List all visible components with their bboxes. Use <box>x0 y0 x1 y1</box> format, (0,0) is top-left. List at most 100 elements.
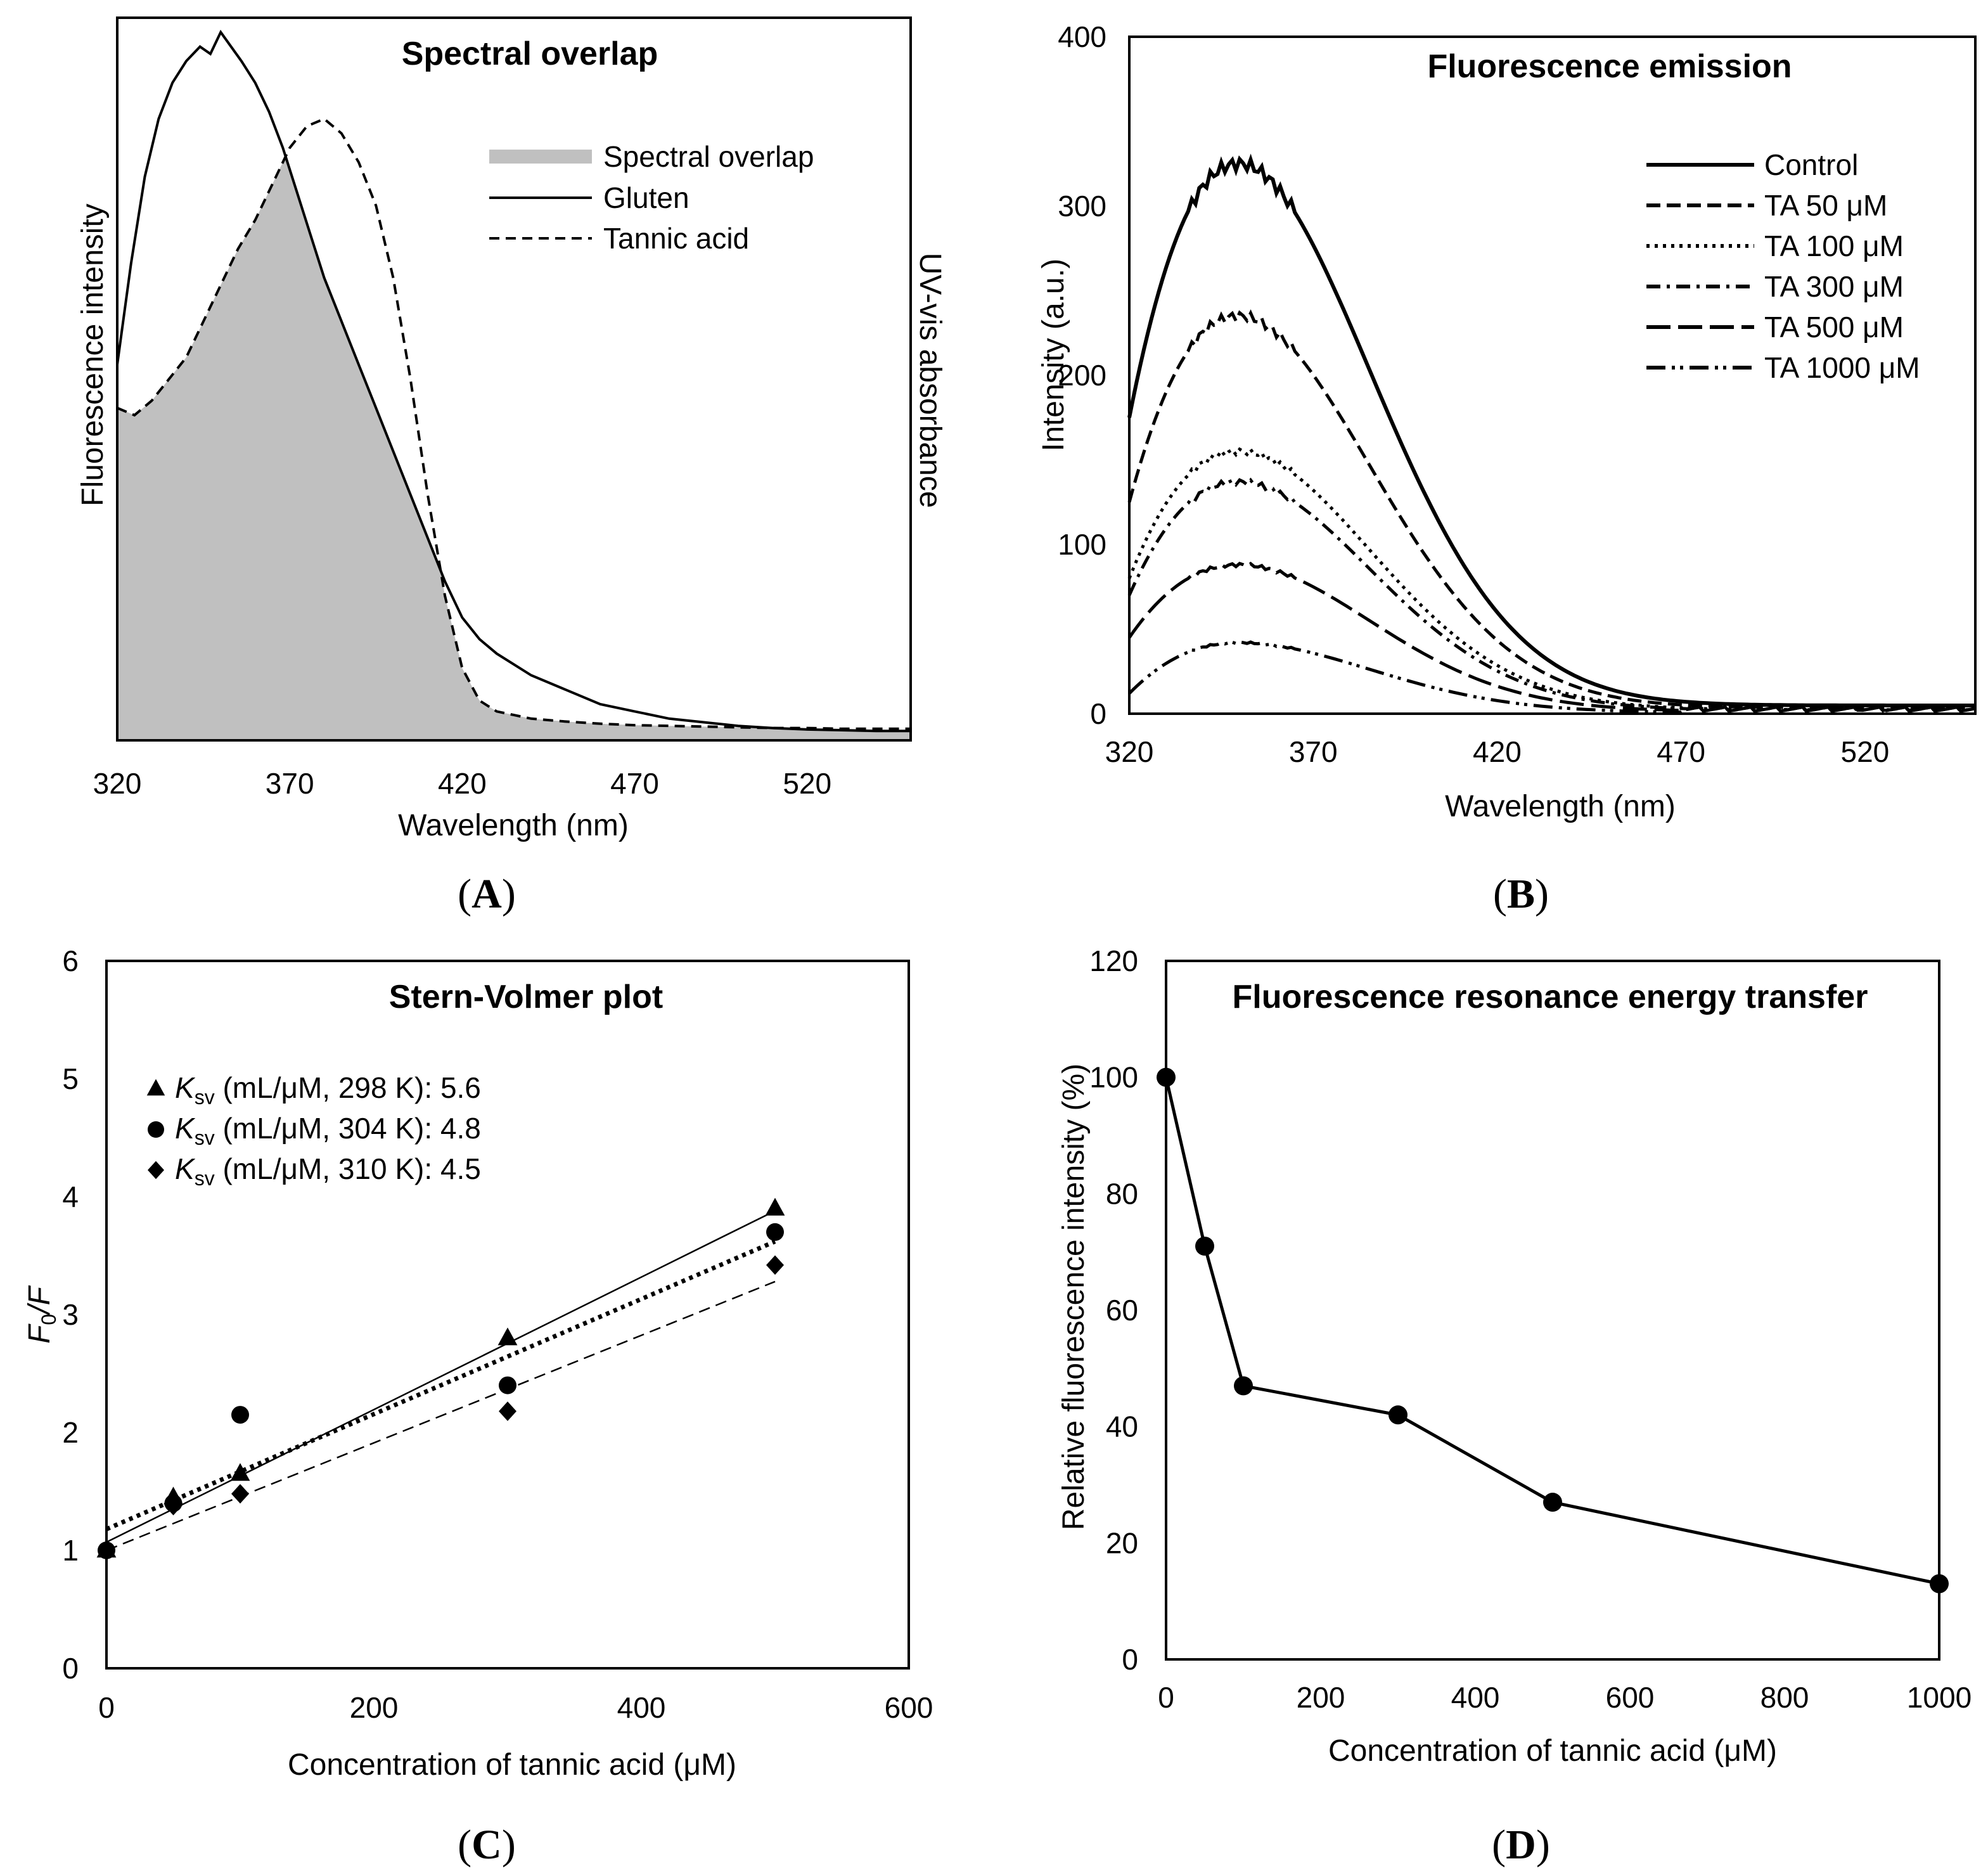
legend-label: TA 1000 μM <box>1764 351 1920 384</box>
trend-line-solid <box>106 1210 776 1543</box>
plot-frame <box>1128 35 1977 715</box>
x-tick-label: 200 <box>350 1691 399 1724</box>
panel-title: Stern-Volmer plot <box>389 979 663 1015</box>
y-tick-label: 80 <box>1106 1177 1138 1210</box>
point-triangle <box>146 1079 165 1096</box>
legend-label: Ksv (mL/μM, 310 K): 4.5 <box>175 1152 481 1190</box>
series-tannic-acid-line <box>117 117 911 730</box>
y-tick-labels: 0 20 40 60 80 100 120 <box>1089 944 1138 1676</box>
legend: Spectral overlap Gluten Tannic acid <box>489 140 814 255</box>
plot-frame <box>1165 960 1940 1661</box>
x-tick-label: 420 <box>438 767 487 800</box>
panel-d-fret: Fluorescence resonance energy transfer 0… <box>1057 944 1972 1868</box>
y-label-sub: 0 <box>37 1314 60 1325</box>
panel-label: (B) <box>1493 871 1549 917</box>
series-line-0 <box>1127 153 1975 707</box>
panel-b-fluorescence-emission: Fluorescence emission 320 370 420 470 520 0 1… <box>1037 20 1977 917</box>
panel-a-spectral-overlap: Spectral overlap 320 370 420 470 520 Wavelen… <box>76 16 947 917</box>
y-tick-label: 120 <box>1089 944 1138 977</box>
x-axis-label: Concentration of tannic acid (μM) <box>288 1748 736 1782</box>
y-tick-label: 200 <box>1058 359 1106 392</box>
legend-label-tannic-acid: Tannic acid <box>603 222 749 255</box>
x-axis-label: Wavelength (nm) <box>398 809 629 842</box>
series-line-1 <box>1127 309 1975 710</box>
y-axis-label: Fluorescence intensity <box>76 203 110 506</box>
x-tick-label: 420 <box>1473 735 1522 768</box>
x-tick-label: 400 <box>617 1691 666 1724</box>
y-tick-label: 100 <box>1058 528 1106 561</box>
series-line-5 <box>1128 640 1976 714</box>
y-tick-label: 400 <box>1058 20 1106 53</box>
panel-label: (C) <box>458 1822 516 1868</box>
panel-label: (D) <box>1492 1822 1550 1868</box>
point-diamond <box>164 1495 183 1516</box>
legend-label: Ksv (mL/μM, 304 K): 4.8 <box>175 1112 481 1149</box>
y-axis-label-right: UV-vis absorbance <box>913 253 947 508</box>
y-label-f: F <box>23 1323 56 1344</box>
x-tick-label: 0 <box>98 1691 115 1724</box>
panel-label-letter: C <box>471 1822 502 1868</box>
panel-title: Fluorescence resonance energy transfer <box>1233 979 1868 1015</box>
point-triangle <box>765 1197 785 1216</box>
panel-label-letter: A <box>471 871 502 917</box>
legend-label: Ksv (mL/μM, 298 K): 5.6 <box>175 1071 481 1109</box>
y-tick-label: 5 <box>62 1062 79 1095</box>
legend-label: TA 100 μM <box>1764 229 1904 262</box>
x-tick-label: 1000 <box>1907 1681 1972 1714</box>
point-triangle <box>230 1463 250 1481</box>
x-tick-label: 320 <box>1105 735 1154 768</box>
legend-sub: sv <box>195 1086 215 1109</box>
x-tick-label: 370 <box>1289 735 1338 768</box>
x-axis-label: Wavelength (nm) <box>1445 790 1676 823</box>
y-tick-label: 1 <box>62 1534 79 1567</box>
point-circle <box>766 1223 784 1241</box>
x-tick-label: 370 <box>266 767 314 800</box>
panel-label-letter: B <box>1507 871 1535 917</box>
y-tick-label: 20 <box>1106 1526 1138 1559</box>
point-diamond <box>499 1401 516 1421</box>
trend-line-dotted <box>105 1239 776 1531</box>
legend-rest: (mL/μM, 310 K): 4.5 <box>215 1152 481 1185</box>
y-tick-label: 0 <box>1090 697 1106 730</box>
plot-frame <box>116 16 912 742</box>
legend-sub: sv <box>195 1167 215 1190</box>
x-tick-label: 470 <box>610 767 659 800</box>
point-circle <box>148 1121 164 1138</box>
y-tick-label: 100 <box>1089 1061 1138 1094</box>
y-tick-label: 4 <box>62 1180 79 1213</box>
legend-k: K <box>175 1112 196 1145</box>
y-tick-label: 60 <box>1106 1294 1138 1327</box>
x-tick-label: 600 <box>1606 1681 1655 1714</box>
spectral-overlap-area <box>117 158 911 741</box>
legend-label: Control <box>1764 148 1858 181</box>
x-tick-labels: 0 200 400 600 <box>98 1691 933 1724</box>
y-label-tail: /F <box>23 1285 56 1315</box>
point-circle <box>499 1376 516 1394</box>
x-tick-label: 800 <box>1760 1681 1809 1714</box>
data-point <box>1234 1376 1253 1396</box>
x-tick-labels: 320 370 420 470 520 <box>93 767 831 800</box>
y-tick-label: 3 <box>62 1298 79 1331</box>
legend-label-gluten: Gluten <box>603 181 689 214</box>
y-axis-label: Relative fluorescence intensity (%) <box>1057 1064 1091 1530</box>
legend-k: K <box>175 1152 196 1185</box>
panel-c-stern-volmer: Stern-Volmer plot 0 200 400 600 0 1 2 3 4 5 6 Con… <box>23 944 933 1868</box>
point-triangle <box>497 1327 518 1346</box>
x-tick-label: 320 <box>93 767 142 800</box>
series-lines <box>116 29 911 733</box>
plot-frame <box>105 960 910 1670</box>
y-axis-label: F0/F <box>23 1285 60 1343</box>
x-tick-label: 470 <box>1657 735 1705 768</box>
y-tick-labels: 0 1 2 3 4 5 6 <box>62 944 79 1685</box>
y-tick-label: 6 <box>62 944 79 977</box>
series-lines <box>1127 153 1976 714</box>
trend-lines <box>105 1210 776 1552</box>
point-circle <box>231 1406 249 1424</box>
trend-line-dashed <box>106 1280 776 1552</box>
data-points <box>96 1197 785 1561</box>
series <box>1157 1067 1949 1593</box>
x-tick-labels: 320 370 420 470 520 <box>1105 735 1890 768</box>
legend-swatch-spectral-overlap <box>489 150 592 164</box>
y-tick-label: 2 <box>62 1416 79 1449</box>
x-tick-label: 520 <box>1840 735 1889 768</box>
